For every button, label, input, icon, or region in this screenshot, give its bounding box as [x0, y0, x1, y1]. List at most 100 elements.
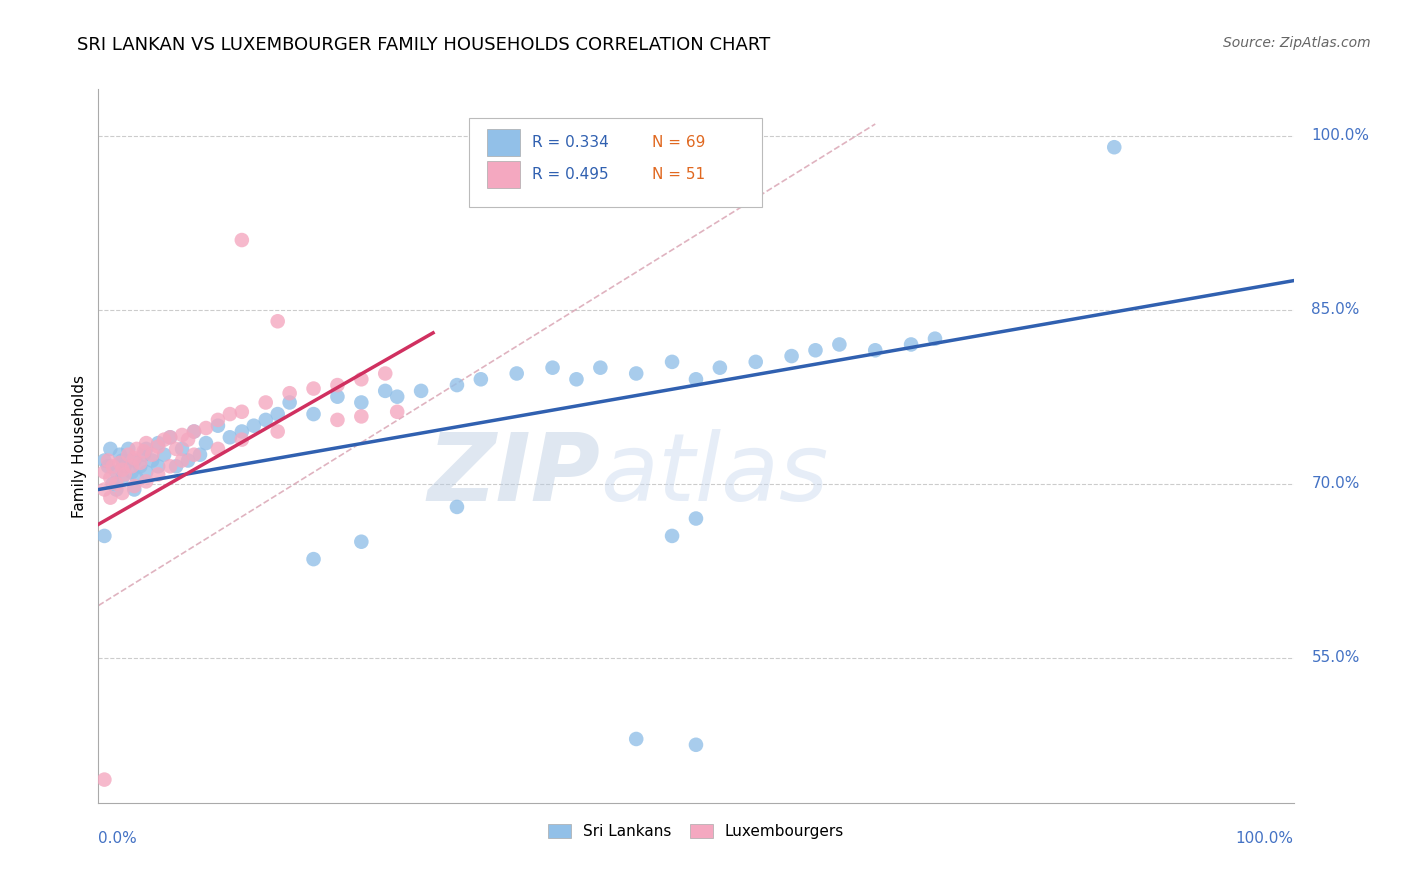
Point: [207, 418, 229, 433]
Point: [93, 465, 115, 479]
Point: [148, 440, 170, 454]
Point: [231, 233, 253, 247]
Point: [661, 529, 683, 543]
Point: [188, 448, 211, 462]
Point: [267, 314, 290, 328]
Point: [385, 405, 409, 419]
Point: [231, 425, 253, 439]
Point: [685, 372, 707, 386]
Text: SRI LANKAN VS LUXEMBOURGER FAMILY HOUSEHOLDS CORRELATION CHART: SRI LANKAN VS LUXEMBOURGER FAMILY HOUSEH…: [77, 36, 770, 54]
Point: [93, 529, 115, 543]
Point: [148, 459, 170, 474]
Point: [350, 395, 373, 409]
Point: [114, 459, 136, 474]
Text: 100.0%: 100.0%: [1236, 831, 1294, 847]
Y-axis label: Family Households: Family Households: [72, 375, 87, 517]
Point: [124, 479, 146, 493]
Point: [278, 395, 301, 409]
Point: [105, 465, 128, 479]
Point: [108, 448, 131, 462]
Point: [165, 442, 187, 456]
Point: [129, 456, 152, 470]
Point: [124, 453, 146, 467]
Text: N = 51: N = 51: [652, 168, 704, 182]
Point: [159, 430, 181, 444]
Point: [97, 459, 120, 474]
Point: [177, 433, 200, 447]
Point: [685, 738, 707, 752]
Point: [326, 413, 349, 427]
Point: [135, 465, 157, 479]
Point: [135, 475, 157, 489]
Point: [177, 453, 200, 467]
Text: 100.0%: 100.0%: [1312, 128, 1369, 143]
Point: [159, 430, 181, 444]
Point: [159, 459, 181, 474]
Point: [153, 448, 176, 462]
Text: atlas: atlas: [600, 429, 828, 520]
Legend: Sri Lankans, Luxembourgers: Sri Lankans, Luxembourgers: [541, 818, 851, 845]
Point: [111, 453, 134, 467]
Point: [446, 500, 468, 514]
Point: [105, 483, 128, 497]
Point: [374, 384, 396, 398]
Point: [374, 367, 396, 381]
Point: [470, 372, 492, 386]
Point: [165, 459, 187, 474]
FancyBboxPatch shape: [470, 118, 762, 207]
Point: [135, 436, 157, 450]
Point: [804, 343, 827, 358]
Point: [153, 433, 176, 447]
Point: [865, 343, 887, 358]
Point: [254, 395, 277, 409]
Point: [148, 436, 170, 450]
Point: [385, 390, 409, 404]
Text: N = 69: N = 69: [652, 136, 706, 150]
Point: [231, 433, 253, 447]
Point: [172, 453, 194, 467]
Point: [661, 355, 683, 369]
Point: [172, 442, 194, 456]
Point: [125, 442, 148, 456]
Text: ZIP: ZIP: [427, 428, 600, 521]
Point: [98, 442, 122, 456]
Point: [219, 430, 242, 444]
Point: [121, 459, 143, 474]
Point: [326, 390, 349, 404]
Point: [124, 483, 146, 497]
Point: [132, 444, 155, 458]
Point: [780, 349, 803, 363]
Point: [924, 332, 946, 346]
Point: [589, 360, 612, 375]
Text: R = 0.495: R = 0.495: [533, 168, 609, 182]
Point: [350, 372, 373, 386]
Point: [411, 384, 433, 398]
Point: [129, 459, 152, 474]
Point: [267, 407, 290, 421]
Point: [183, 448, 205, 462]
Point: [1104, 140, 1126, 154]
Point: [108, 456, 131, 470]
Text: Source: ZipAtlas.com: Source: ZipAtlas.com: [1223, 36, 1371, 50]
Point: [183, 425, 205, 439]
Point: [243, 418, 266, 433]
Point: [195, 436, 218, 450]
Point: [685, 511, 707, 525]
Point: [117, 448, 139, 462]
Point: [302, 552, 325, 566]
Point: [626, 731, 648, 746]
Point: [446, 378, 468, 392]
Point: [709, 360, 731, 375]
Point: [207, 413, 229, 427]
Point: [172, 428, 194, 442]
Point: [302, 407, 325, 421]
Point: [506, 367, 529, 381]
Point: [114, 467, 136, 482]
Point: [278, 386, 301, 401]
Point: [141, 453, 163, 467]
Text: 85.0%: 85.0%: [1312, 302, 1360, 318]
Point: [231, 405, 253, 419]
Point: [350, 409, 373, 424]
Point: [125, 471, 148, 485]
Point: [195, 421, 218, 435]
